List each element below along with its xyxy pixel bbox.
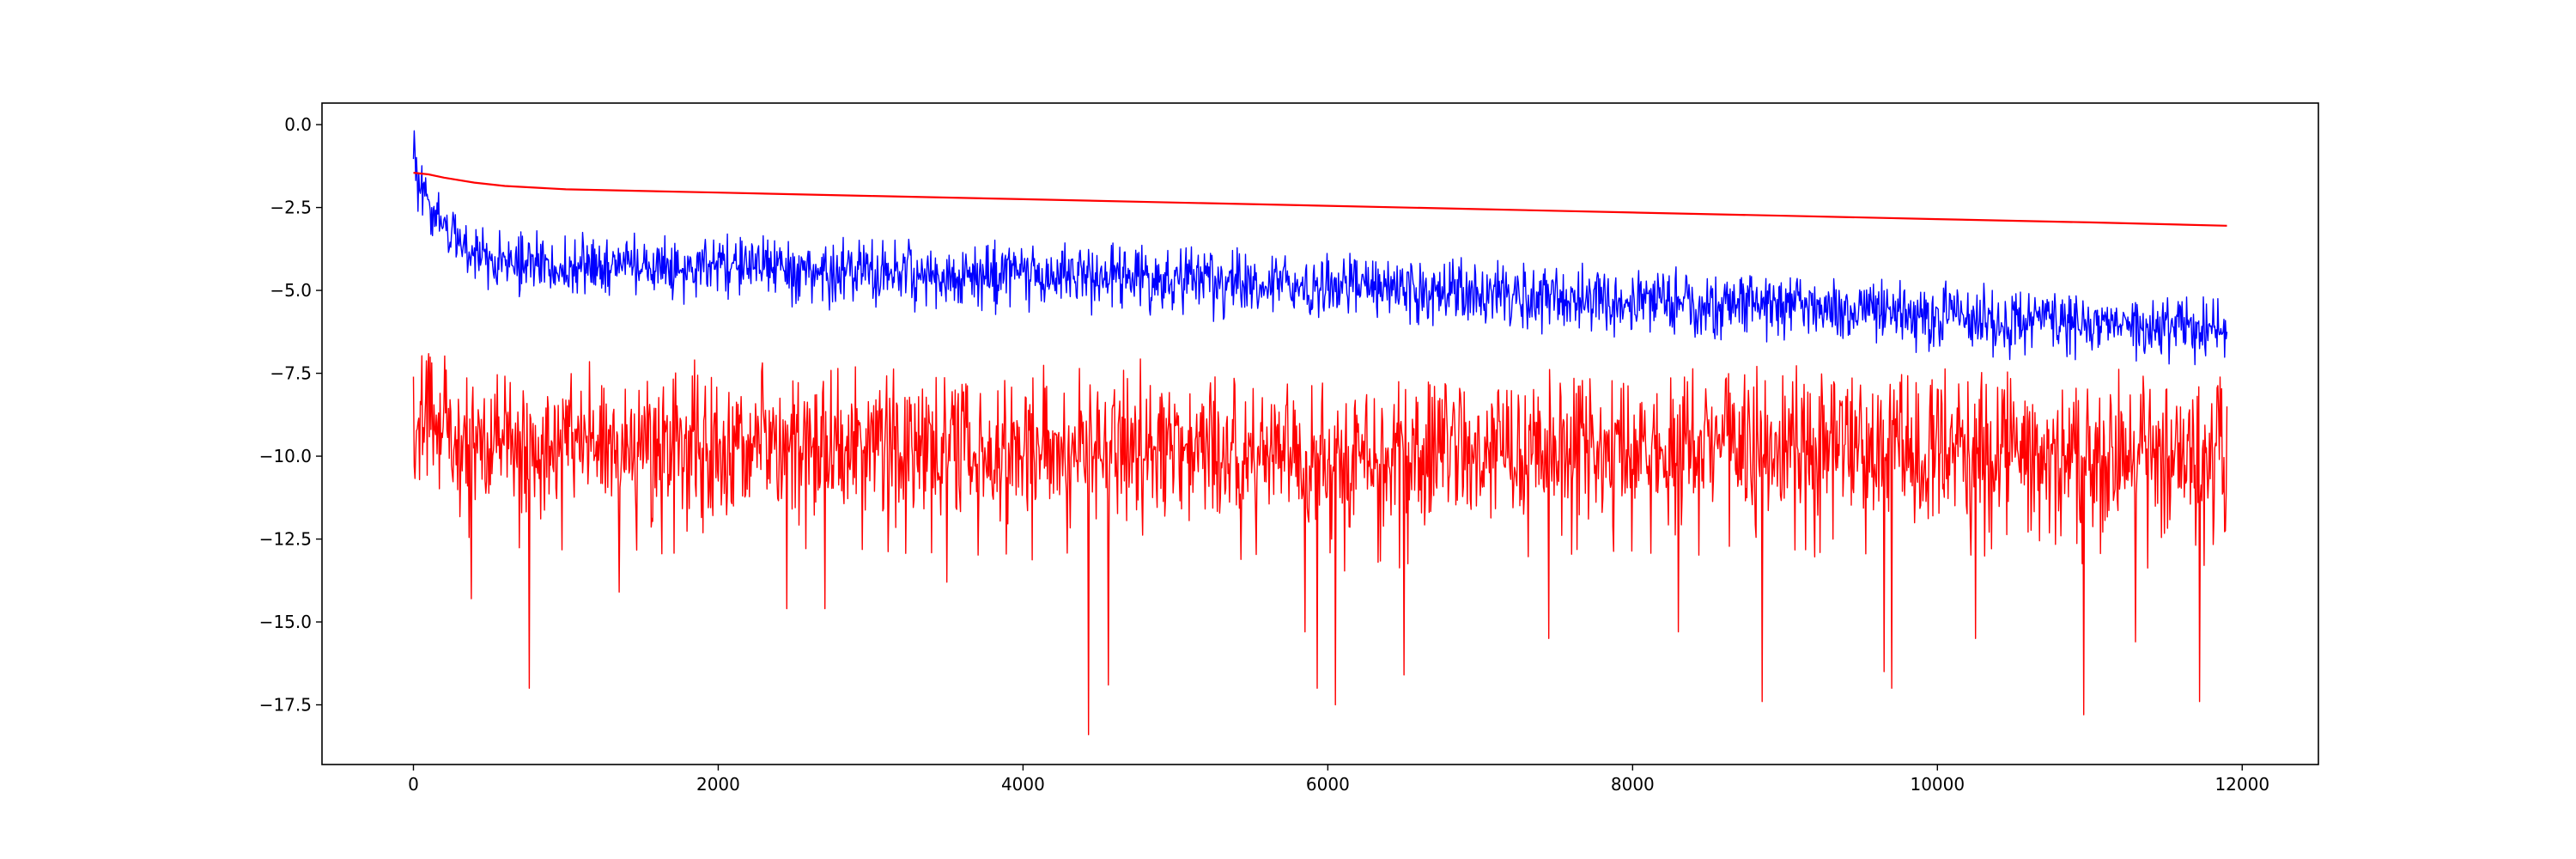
series-layer bbox=[412, 130, 2228, 735]
y-tick-label: −10.0 bbox=[259, 446, 312, 466]
y-tick-label: −15.0 bbox=[259, 612, 312, 632]
x-tick-label: 4000 bbox=[1001, 774, 1045, 795]
x-tick-label: 8000 bbox=[1611, 774, 1655, 795]
x-axis: 0 2000 4000 6000 8000 10000 12000 bbox=[408, 765, 2269, 795]
series-1-line bbox=[413, 172, 2227, 227]
series-2-line bbox=[412, 353, 2228, 735]
y-tick-label: −2.5 bbox=[270, 198, 312, 218]
y-axis: 0.0 −2.5 −5.0 −7.5 −10.0 −12.5 −15.0 −17.5 bbox=[259, 114, 322, 716]
y-tick-label: −7.5 bbox=[270, 363, 312, 384]
y-tick-label: 0.0 bbox=[284, 114, 312, 135]
x-tick-label: 12000 bbox=[2215, 774, 2269, 795]
plot-frame bbox=[321, 102, 2319, 765]
y-tick-label: −5.0 bbox=[270, 280, 312, 301]
series-0-line bbox=[412, 130, 2228, 366]
x-tick-label: 0 bbox=[408, 774, 419, 795]
x-tick-label: 2000 bbox=[696, 774, 740, 795]
x-tick-label: 10000 bbox=[1910, 774, 1965, 795]
x-tick-label: 6000 bbox=[1306, 774, 1350, 795]
y-tick-label: −12.5 bbox=[259, 529, 312, 550]
y-tick-label: −17.5 bbox=[259, 695, 312, 716]
